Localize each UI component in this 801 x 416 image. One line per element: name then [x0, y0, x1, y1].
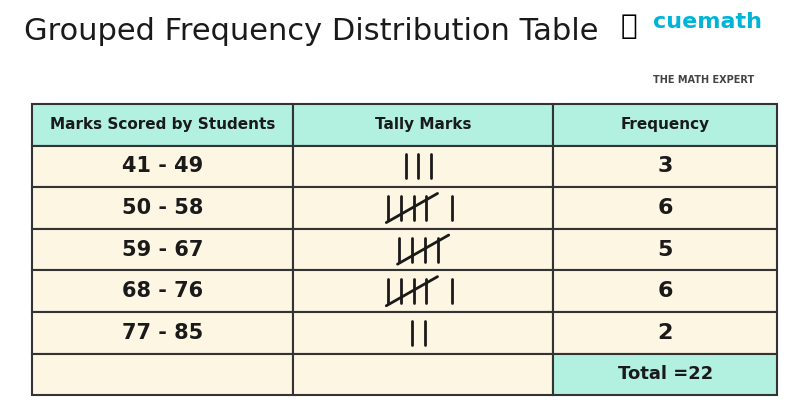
Bar [553, 229, 777, 270]
Text: cuemath: cuemath [653, 12, 762, 32]
Text: 59 - 67: 59 - 67 [122, 240, 203, 260]
Bar [32, 270, 293, 312]
Text: 5: 5 [658, 240, 673, 260]
Bar [293, 229, 553, 270]
Bar [32, 354, 293, 395]
Bar [293, 187, 553, 229]
Text: 6: 6 [658, 281, 673, 301]
Text: 2: 2 [658, 323, 673, 343]
Bar [553, 270, 777, 312]
Bar [293, 146, 553, 187]
Bar [553, 146, 777, 187]
Bar [553, 187, 777, 229]
Bar [32, 104, 293, 146]
Text: Tally Marks: Tally Marks [375, 117, 471, 132]
Text: Frequency: Frequency [621, 117, 710, 132]
Text: 50 - 58: 50 - 58 [122, 198, 203, 218]
Bar [32, 146, 293, 187]
Bar [553, 354, 777, 395]
Text: Total =22: Total =22 [618, 365, 713, 384]
Bar [293, 312, 553, 354]
Text: 🚀: 🚀 [621, 12, 638, 40]
Bar [293, 104, 553, 146]
Text: THE MATH EXPERT: THE MATH EXPERT [653, 75, 754, 85]
Text: Marks Scored by Students: Marks Scored by Students [50, 117, 275, 132]
Text: 68 - 76: 68 - 76 [122, 281, 203, 301]
Bar [32, 229, 293, 270]
Bar [293, 270, 553, 312]
Text: 41 - 49: 41 - 49 [122, 156, 203, 176]
Bar [553, 312, 777, 354]
Bar [32, 312, 293, 354]
Text: 6: 6 [658, 198, 673, 218]
Bar [553, 104, 777, 146]
Bar [293, 354, 553, 395]
Text: 3: 3 [658, 156, 673, 176]
Text: 77 - 85: 77 - 85 [122, 323, 203, 343]
Text: Grouped Frequency Distribution Table: Grouped Frequency Distribution Table [24, 17, 598, 46]
Bar [32, 187, 293, 229]
